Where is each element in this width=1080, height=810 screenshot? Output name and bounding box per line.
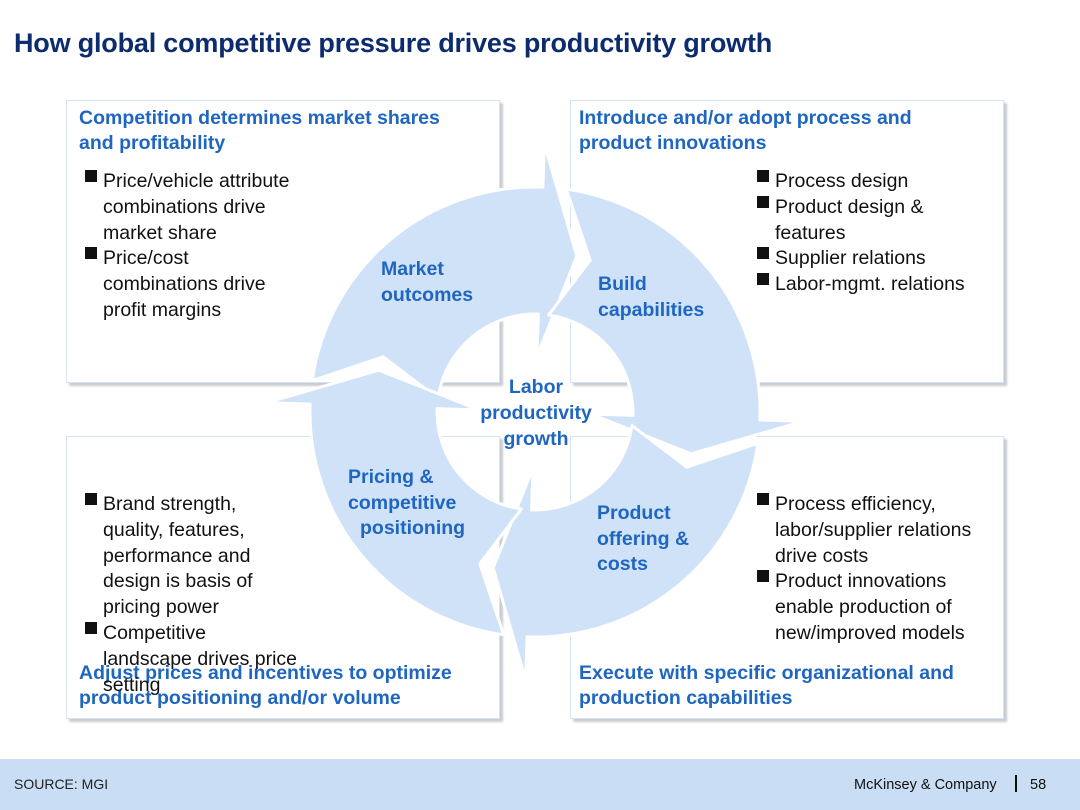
arrow-product-offering [491, 424, 760, 682]
bullet-square-icon [85, 621, 97, 634]
arrow-market-outcomes [310, 142, 579, 400]
bullet-square-icon [757, 493, 769, 505]
bullets-market-shares: Price/vehicle attribute combinations driv… [82, 169, 289, 324]
bullet-item: Product innovations enable production of n… [754, 569, 971, 646]
heading-line: and profitability [79, 132, 226, 154]
center-label-productivity: Labor productivity growth [480, 376, 592, 450]
footer-separator [1015, 775, 1017, 792]
bullets-innovations: Process design Product design & features … [754, 169, 965, 298]
bullet-item: Competitive landscape drives price setting [82, 621, 297, 698]
bullet-square-icon [757, 247, 769, 260]
bullet-item: Product design & features [754, 195, 965, 247]
bullet-square-icon [85, 170, 97, 182]
bullet-square-icon [757, 170, 769, 182]
bullet-item: Process efficiency, labor/supplier relati… [754, 492, 971, 569]
stage-label-product-offering: Product offering & costs [597, 502, 690, 575]
stage-label-market-outcomes: Market outcomes [381, 258, 474, 306]
box-heading-innovations: Introduce and/or adopt process and produ… [579, 106, 912, 156]
heading-line: Introduce and/or adopt process and [579, 107, 912, 129]
bullets-pricing: Brand strength, quality, features, perform… [82, 492, 297, 698]
bullet-square-icon [757, 273, 769, 286]
slide-title: How global competitive pressure drives p… [14, 28, 773, 58]
bullet-item: Process design [754, 169, 965, 195]
arrow-build-capabilities [547, 187, 805, 456]
stage-label-build-capabilities: Build capabilities [598, 273, 705, 321]
bullet-square-icon [85, 247, 97, 260]
box-heading-execution: Execute with specific organizational and… [579, 661, 954, 711]
heading-line: Competition determines market shares [79, 107, 440, 129]
heading-line: product positioning and/or volume [79, 687, 401, 709]
bullets-execution: Process efficiency, labor/supplier relati… [754, 492, 971, 647]
heading-line: production capabilities [579, 687, 793, 709]
bullet-item: Labor-mgmt. relations [754, 272, 965, 298]
box-heading-pricing: Adjust prices and incentives to optimize… [79, 661, 452, 711]
bullet-square-icon [757, 570, 769, 583]
heading-line: Adjust prices and incentives to optimize [79, 662, 452, 684]
heading-line: Execute with specific organizational and [579, 662, 954, 684]
box-heading-market-shares: Competition determines market shares and… [79, 106, 440, 156]
company-name: McKinsey & Company [854, 777, 997, 793]
bullet-item: Brand strength, quality, features, perform… [82, 492, 297, 621]
bullet-item: Supplier relations [754, 246, 965, 272]
bullet-square-icon [85, 493, 97, 505]
bullet-square-icon [757, 195, 769, 208]
footer-bar: SOURCE: MGI McKinsey & Company 58 [0, 759, 1080, 810]
bullet-item: Price/cost combinations drive profit margi… [82, 246, 289, 323]
stage-label-pricing-positioning: Pricing & competitive positioning [348, 466, 466, 539]
arrow-pricing-positioning [265, 368, 523, 637]
source-note: SOURCE: MGI [14, 776, 109, 792]
page-number: 58 [1030, 777, 1047, 793]
heading-line: product innovations [579, 132, 767, 154]
bullet-item: Price/vehicle attribute combinations driv… [82, 169, 289, 246]
